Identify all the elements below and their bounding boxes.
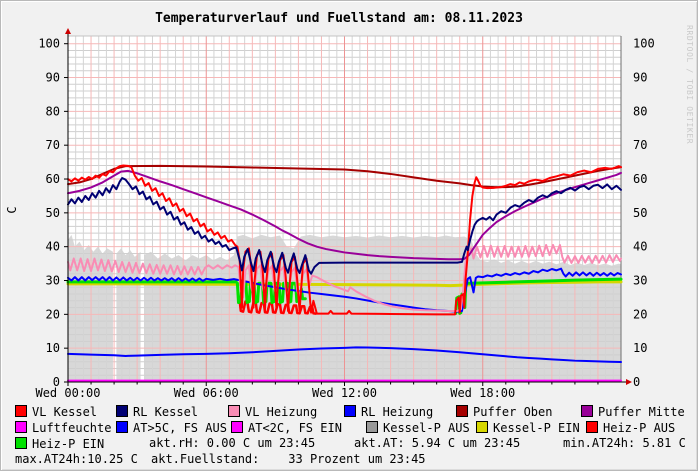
y-axis-title: C: [5, 206, 19, 214]
legend-label: RL Heizung: [361, 405, 434, 419]
svg-text:Wed 00:00: Wed 00:00: [35, 386, 100, 400]
legend-swatch: [228, 405, 240, 417]
legend-label: min.AT24h: 5.81 C: [563, 436, 686, 450]
gridlines: [68, 36, 621, 382]
legend-stat-text: min.AT24h: 5.81 C: [563, 437, 686, 450]
legend-label: AT<2C, FS EIN: [248, 421, 342, 435]
series-at-5c-fs-aus: [67, 346, 622, 364]
legend-item: Luftfeuchte: [15, 421, 111, 435]
svg-text:50: 50: [633, 206, 647, 220]
series-puffer-mitte: [67, 169, 622, 261]
legend-label: akt.AT: 5.94 C um 23:45: [354, 436, 521, 450]
legend-label: VL Kessel: [32, 405, 98, 419]
svg-text:10: 10: [46, 341, 60, 355]
legend-item: Heiz-P EIN: [15, 437, 104, 451]
svg-text:80: 80: [633, 104, 647, 118]
legend-label: max.AT24h:10.25 C: [15, 452, 138, 466]
svg-text:50: 50: [46, 206, 60, 220]
legend-label: Puffer Oben: [473, 405, 553, 419]
chart-legend: VL Kessel RL Kessel VL Heizung RL Heizung Pu…: [1, 405, 697, 469]
svg-text:40: 40: [46, 240, 60, 254]
legend-label: Puffer Mitte: [598, 405, 685, 419]
legend-label: VL Heizung: [245, 405, 318, 419]
legend-swatch: [476, 421, 488, 433]
legend-swatch: [586, 421, 598, 433]
svg-text:10: 10: [633, 341, 647, 355]
svg-text:Wed 18:00: Wed 18:00: [450, 386, 515, 400]
legend-stat-text: max.AT24h:10.25 C: [15, 453, 138, 466]
svg-text:30: 30: [46, 274, 60, 288]
svg-text:90: 90: [46, 71, 60, 85]
legend-swatch: [366, 421, 378, 433]
series-rl-heizung: [67, 267, 622, 313]
legend-label: Luftfeuchte: [32, 421, 112, 435]
legend-stat-text: akt.AT: 5.94 C um 23:45: [354, 437, 520, 450]
legend-item: Kessel-P EIN: [476, 421, 580, 435]
tick-labels: 0 0 10 10 20 20 30 30 40 40 50 50 60 60 70 70 80 80 90 90 10…: [35, 37, 654, 400]
legend-item: VL Heizung: [228, 405, 317, 419]
svg-text:60: 60: [633, 172, 647, 186]
svg-text:Wed 12:00: Wed 12:00: [312, 386, 377, 400]
legend-swatch: [15, 421, 27, 433]
svg-text:70: 70: [633, 138, 647, 152]
legend-swatch: [15, 437, 27, 449]
svg-text:20: 20: [633, 307, 647, 321]
legend-item: RL Heizung: [344, 405, 433, 419]
svg-text:80: 80: [46, 104, 60, 118]
legend-item: AT>5C, FS AUS: [116, 421, 227, 435]
series-puffer-oben: [67, 164, 622, 189]
legend-item: RL Kessel: [116, 405, 198, 419]
legend-swatch: [116, 421, 128, 433]
svg-text:90: 90: [633, 71, 647, 85]
legend-item: Kessel-P AUS: [366, 421, 470, 435]
legend-label: akt.Fuellstand: 33 Prozent um 23:45: [151, 452, 426, 466]
svg-text:60: 60: [46, 172, 60, 186]
legend-stat-text: akt.Fuellstand: 33 Prozent um 23:45: [151, 453, 426, 466]
svg-text:70: 70: [46, 138, 60, 152]
legend-swatch: [344, 405, 356, 417]
chart-canvas: 0 0 10 10 20 20 30 30 40 40 50 50 60 60 70 70 80 80 90 90 10…: [35, 28, 655, 400]
svg-text:30: 30: [633, 274, 647, 288]
series-vl-kessel: [67, 164, 622, 316]
svg-text:100: 100: [38, 37, 60, 51]
svg-text:100: 100: [633, 37, 655, 51]
legend-label: Kessel-P EIN: [493, 421, 580, 435]
series-rl-kessel: [67, 177, 622, 275]
legend-label: Heiz-P AUS: [603, 421, 676, 435]
watermark: RRDTOOL / TOBI OETIKER: [685, 25, 694, 145]
svg-text:0: 0: [633, 375, 640, 389]
legend-swatch: [231, 421, 243, 433]
svg-text:Wed 06:00: Wed 06:00: [174, 386, 239, 400]
legend-item: VL Kessel: [15, 405, 97, 419]
legend-item: Puffer Oben: [456, 405, 552, 419]
legend-swatch: [456, 405, 468, 417]
legend-label: RL Kessel: [133, 405, 199, 419]
axes: [65, 28, 632, 385]
legend-swatch: [15, 405, 27, 417]
legend-label: akt.rH: 0.00 C um 23:45: [149, 436, 316, 450]
legend-label: AT>5C, FS AUS: [133, 421, 227, 435]
svg-text:0: 0: [53, 375, 60, 389]
chart-title: Temperaturverlauf und Fuellstand am: 08.…: [155, 11, 523, 26]
svg-text:20: 20: [46, 307, 60, 321]
legend-label: Kessel-P AUS: [383, 421, 470, 435]
series-lines: [66, 164, 623, 382]
svg-text:40: 40: [633, 240, 647, 254]
legend-stat-text: akt.rH: 0.00 C um 23:45: [149, 437, 315, 450]
legend-item: AT<2C, FS EIN: [231, 421, 342, 435]
legend-swatch: [116, 405, 128, 417]
legend-label: Heiz-P EIN: [32, 437, 105, 451]
legend-item: Heiz-P AUS: [586, 421, 675, 435]
legend-item: Puffer Mitte: [581, 405, 685, 419]
legend-swatch: [581, 405, 593, 417]
